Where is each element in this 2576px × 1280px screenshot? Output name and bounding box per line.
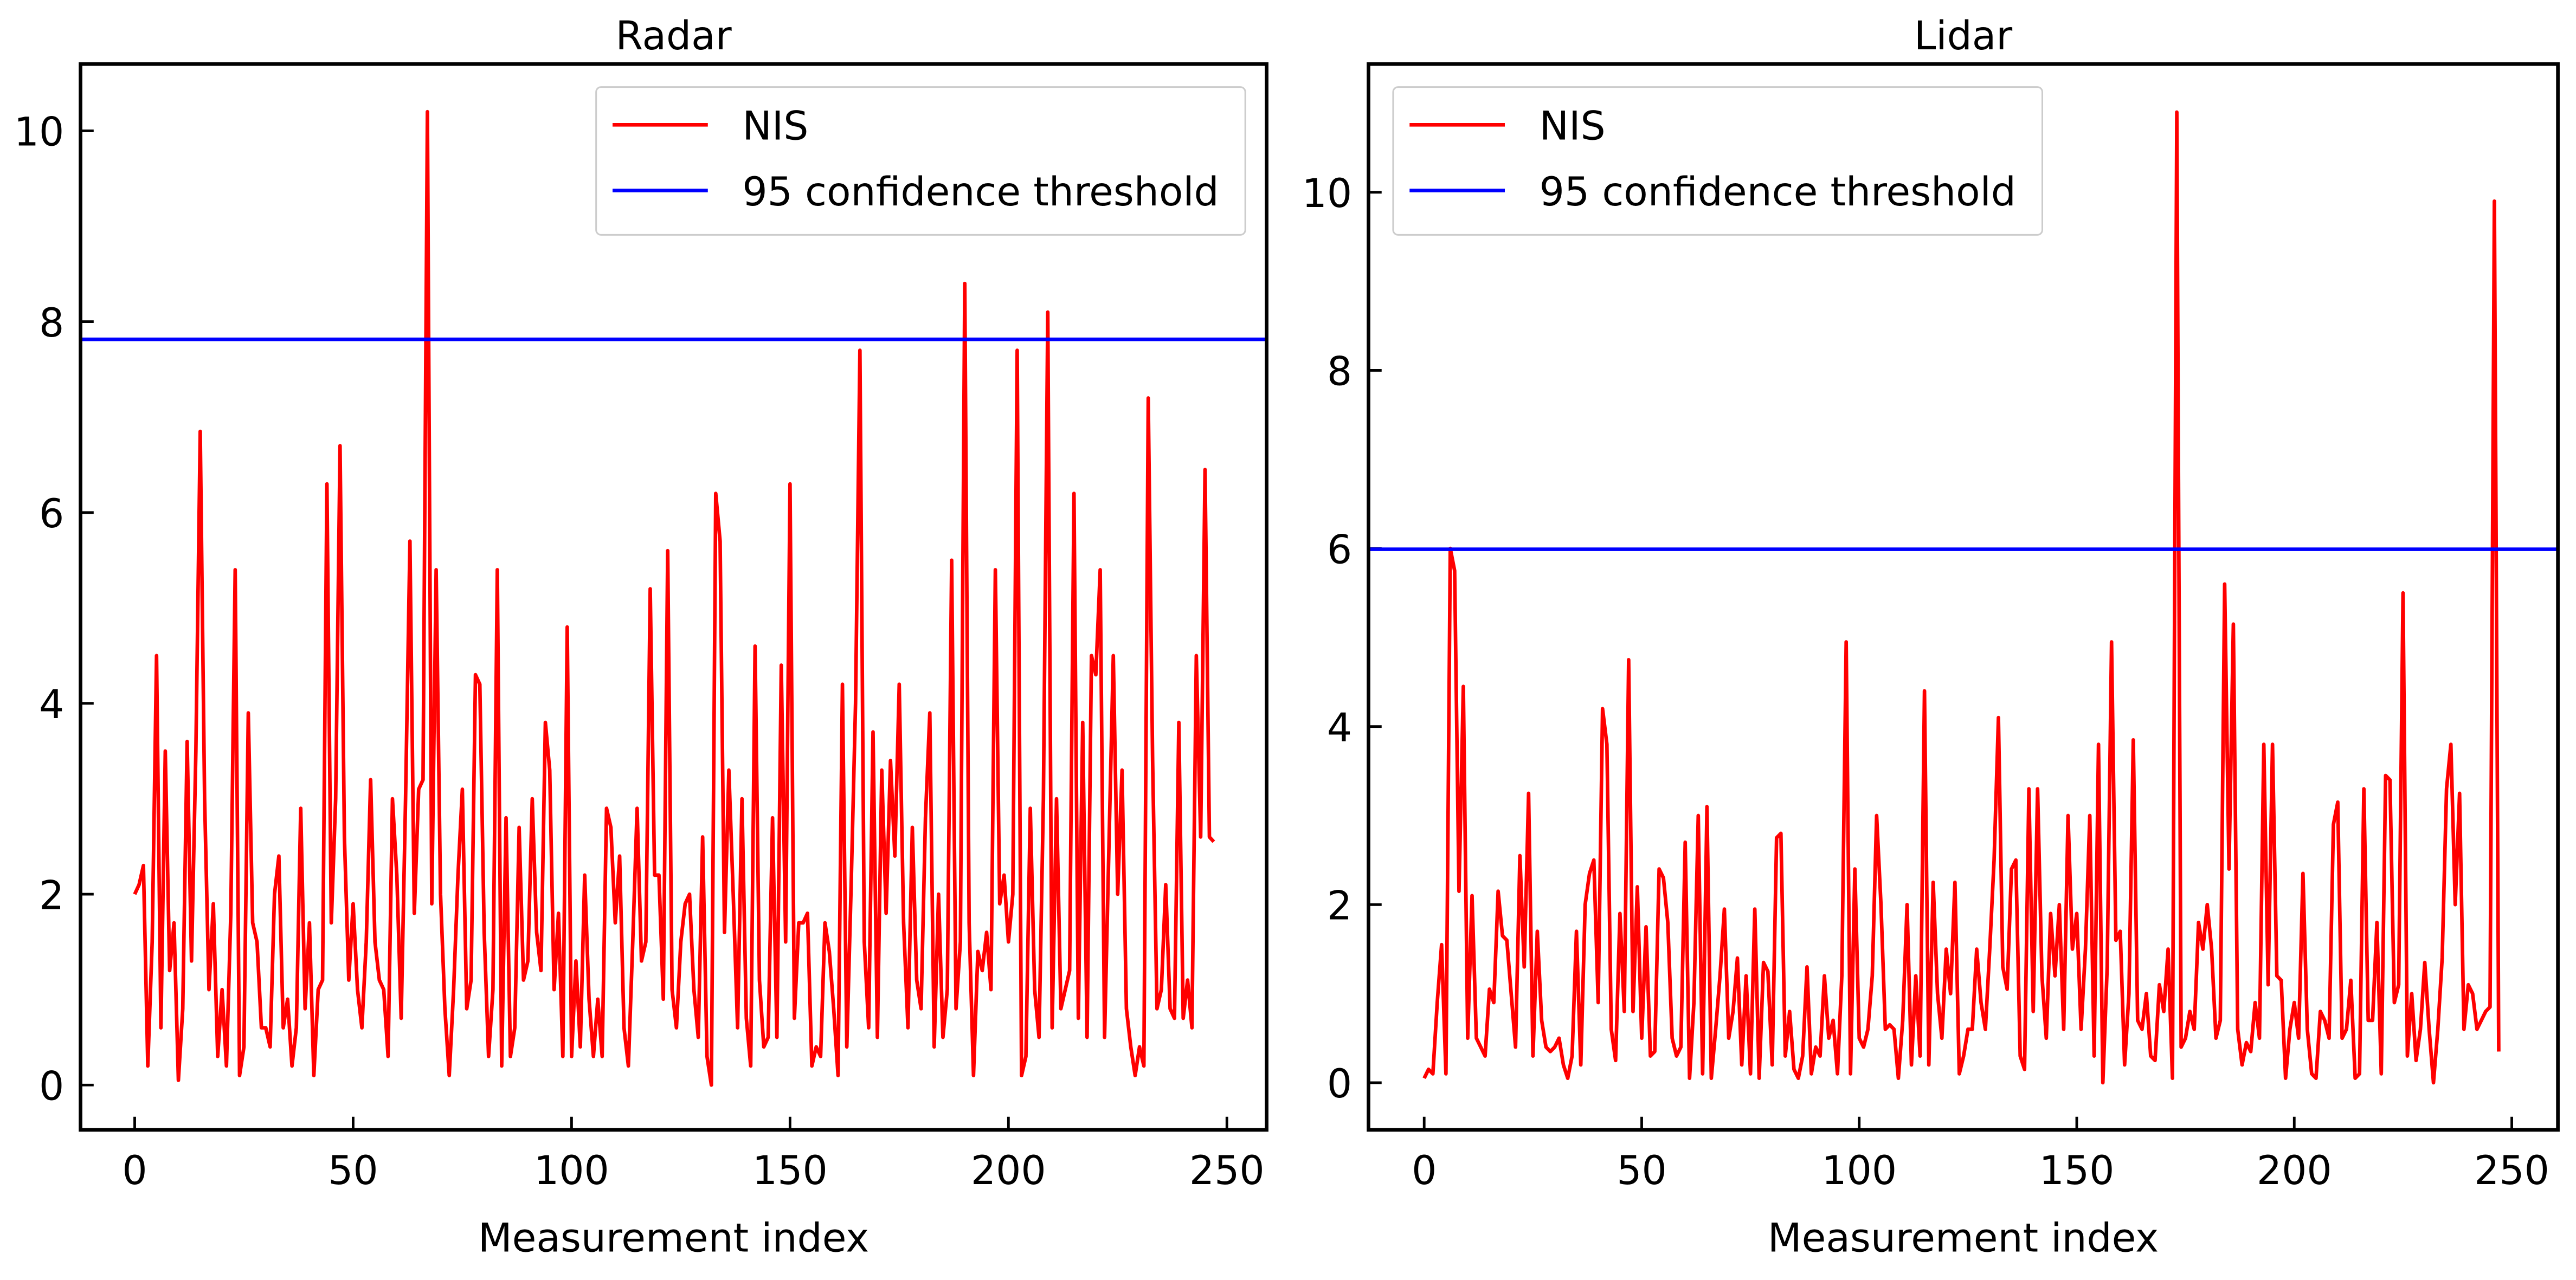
plot-frame	[1367, 62, 2560, 1132]
x-tick-label: 200	[971, 1148, 1046, 1194]
legend-box	[595, 86, 1246, 236]
x-axis-label: Measurement index	[1768, 1215, 2159, 1261]
y-tick-label: 6	[1327, 527, 1352, 573]
legend-label: 95 confidence threshold	[1540, 169, 2016, 215]
y-tick-label: 0	[39, 1064, 64, 1110]
nis-line	[133, 109, 1215, 1087]
plot-area	[80, 109, 1267, 1087]
y-tick-label: 6	[39, 491, 64, 537]
nis-line	[1422, 110, 2501, 1085]
y-tick-label: 8	[1327, 349, 1352, 395]
x-tick-label: 50	[328, 1148, 378, 1194]
x-axis-label: Measurement index	[478, 1215, 869, 1261]
chart-title: Lidar	[1914, 13, 2012, 59]
y-tick-label: 8	[39, 300, 64, 346]
y-tick-label: 2	[39, 872, 64, 919]
legend-label: NIS	[742, 104, 808, 150]
plot-frame	[79, 62, 1268, 1132]
y-tick-label: 10	[14, 109, 65, 156]
x-tick-label: 100	[1821, 1148, 1897, 1194]
x-tick-label: 0	[122, 1148, 147, 1194]
legend-label: 95 confidence threshold	[742, 169, 1219, 215]
y-tick-label: 10	[1302, 171, 1353, 217]
x-tick-label: 250	[1189, 1148, 1265, 1194]
x-tick-label: 100	[534, 1148, 609, 1194]
x-tick-label: 150	[2039, 1148, 2115, 1194]
y-tick-label: 2	[1327, 883, 1352, 929]
plot-area	[1368, 110, 2558, 1085]
y-tick-label: 0	[1327, 1061, 1352, 1107]
x-tick-label: 150	[752, 1148, 828, 1194]
x-tick-label: 250	[2474, 1148, 2549, 1194]
x-tick-label: 50	[1617, 1148, 1667, 1194]
x-tick-label: 200	[2257, 1148, 2332, 1194]
x-tick-label: 0	[1412, 1148, 1437, 1194]
legend: NIS 95 confidence threshold	[1392, 86, 2043, 236]
legend: NIS 95 confidence threshold	[595, 86, 1246, 236]
legend-box	[1392, 86, 2043, 236]
chart-title: Radar	[616, 13, 732, 59]
y-tick-label: 4	[39, 682, 64, 728]
y-tick-label: 4	[1327, 705, 1352, 751]
legend-label: NIS	[1540, 104, 1606, 150]
